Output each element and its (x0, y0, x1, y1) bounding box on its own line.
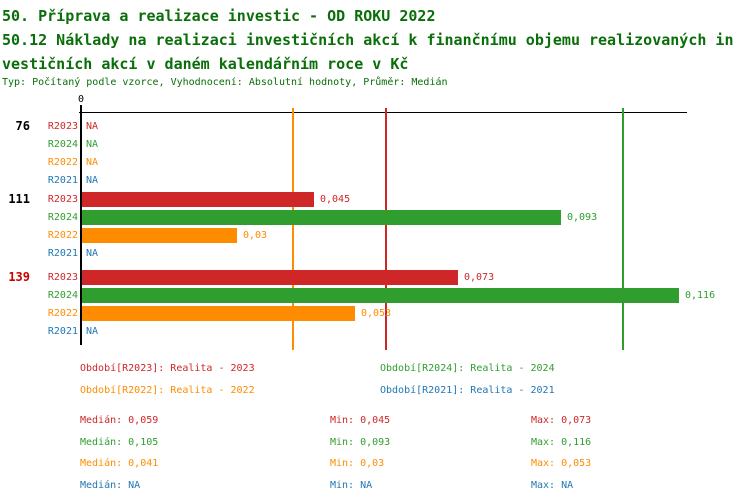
series-row-label: R2024 (47, 212, 78, 223)
bar (82, 288, 679, 303)
stat-median-r2023: Medián: 0,059 (80, 415, 159, 426)
bar-value-label: 0,093 (567, 212, 598, 223)
stat-max-r2022: Max: 0,053 (531, 458, 592, 469)
stat-min-r2024: Min: 0,093 (330, 437, 391, 448)
na-label: NA (86, 139, 99, 150)
legend-item-r2023: Období[R2023]: Realita - 2023 (80, 363, 255, 374)
series-row-label: R2024 (47, 290, 78, 301)
group-label: 111 (8, 192, 30, 206)
stat-min-r2022: Min: 0,03 (330, 458, 385, 469)
median-line-r2024 (621, 108, 624, 350)
legend-item-r2021: Období[R2021]: Realita - 2021 (380, 385, 555, 396)
group-label: 76 (15, 119, 30, 133)
na-label: NA (86, 175, 99, 186)
stat-median-r2022: Medián: 0,041 (80, 458, 159, 469)
series-row-label: R2023 (47, 194, 78, 205)
bar (82, 306, 355, 321)
series-row-label: R2021 (47, 248, 78, 259)
bar (82, 210, 561, 225)
legend-item-r2024: Období[R2024]: Realita - 2024 (380, 363, 555, 374)
bar-value-label: 0,053 (361, 308, 392, 319)
report-header: 50. Příprava a realizace investic - OD R… (2, 4, 748, 90)
stat-min-r2023: Min: 0,045 (330, 415, 391, 426)
stat-median-r2021: Medián: NA (80, 480, 141, 491)
series-row-label: R2022 (47, 230, 78, 241)
axis-line-y (80, 105, 82, 345)
series-row-label: R2022 (47, 308, 78, 319)
series-row-label: R2021 (47, 326, 78, 337)
bar (82, 192, 314, 207)
series-row-label: R2023 (47, 121, 78, 132)
stat-max-r2021: Max: NA (531, 480, 574, 491)
na-label: NA (86, 248, 99, 259)
report-meta: Typ: Počítaný podle vzorce, Vyhodnocení:… (2, 77, 448, 88)
report-title-line1: 50. Příprava a realizace investic - OD R… (2, 7, 436, 25)
bar-value-label: 0,116 (685, 290, 716, 301)
report-title-line2: 50.12 Náklady na realizaci investičních … (2, 31, 734, 49)
stat-min-r2021: Min: NA (330, 480, 373, 491)
group-label: 139 (8, 270, 30, 284)
bar (82, 270, 458, 285)
bar-value-label: 0,045 (320, 194, 351, 205)
stat-max-r2023: Max: 0,073 (531, 415, 592, 426)
stat-max-r2024: Max: 0,116 (531, 437, 592, 448)
bar (82, 228, 237, 243)
legend-item-r2022: Období[R2022]: Realita - 2022 (80, 385, 255, 396)
bar-value-label: 0,073 (464, 272, 495, 283)
series-row-label: R2024 (47, 139, 78, 150)
report-title-line3: vestičních akcí v daném kalendářním roce… (2, 55, 409, 73)
axis-line-x (79, 112, 687, 113)
median-line-r2022 (292, 108, 295, 350)
series-row-label: R2021 (47, 175, 78, 186)
bar-value-label: 0,03 (243, 230, 268, 241)
series-row-label: R2023 (47, 272, 78, 283)
axis-zero-label: 0 (77, 94, 85, 105)
na-label: NA (86, 121, 99, 132)
median-line-r2023 (384, 108, 387, 350)
series-row-label: R2022 (47, 157, 78, 168)
na-label: NA (86, 326, 99, 337)
stat-median-r2024: Medián: 0,105 (80, 437, 159, 448)
na-label: NA (86, 157, 99, 168)
